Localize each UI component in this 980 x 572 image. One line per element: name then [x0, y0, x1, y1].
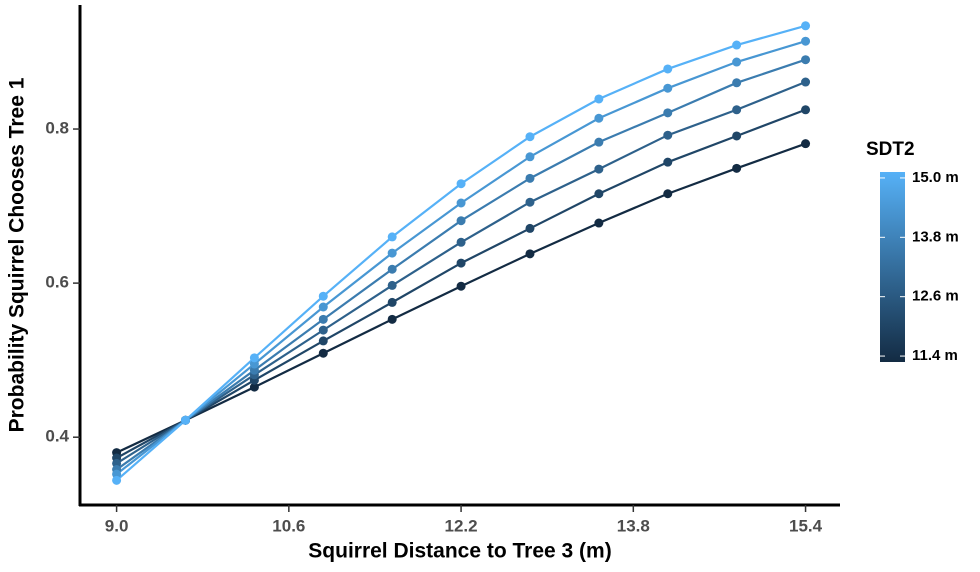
data-point	[387, 297, 397, 307]
data-point	[180, 415, 190, 425]
data-point	[387, 248, 397, 258]
data-point	[112, 458, 122, 468]
data-point	[456, 179, 466, 189]
data-point	[594, 137, 604, 147]
data-point	[456, 258, 466, 268]
series-line	[115, 24, 806, 482]
data-point	[525, 173, 535, 183]
x-tick-label: 12.2	[445, 516, 478, 535]
data-point	[594, 218, 604, 228]
data-point	[318, 336, 328, 346]
data-point	[663, 108, 673, 118]
data-point	[456, 198, 466, 208]
data-point	[732, 105, 742, 115]
data-point	[387, 264, 397, 274]
data-point	[318, 314, 328, 324]
colorbar-title: SDT2	[866, 139, 915, 160]
data-point	[594, 189, 604, 199]
data-point	[318, 348, 328, 358]
data-point	[112, 469, 122, 479]
data-point	[594, 164, 604, 174]
data-point	[732, 78, 742, 88]
data-point	[525, 152, 535, 162]
data-point	[663, 83, 673, 93]
data-point	[318, 325, 328, 335]
data-point	[732, 57, 742, 67]
data-point	[249, 365, 259, 375]
x-tick-label: 13.8	[617, 516, 650, 535]
data-point	[801, 105, 811, 115]
x-axis-title: Squirrel Distance to Tree 3 (m)	[308, 540, 611, 563]
data-point	[594, 113, 604, 123]
series-line	[116, 142, 806, 454]
data-point	[801, 21, 811, 31]
data-point	[801, 55, 811, 65]
data-point	[249, 382, 259, 392]
data-point	[525, 132, 535, 142]
colorbar	[880, 172, 905, 362]
data-point	[801, 77, 811, 87]
data-point	[801, 36, 811, 46]
data-point	[525, 197, 535, 207]
data-point	[663, 64, 673, 74]
data-point	[663, 130, 673, 140]
data-point	[112, 475, 122, 485]
data-point	[663, 157, 673, 167]
data-point	[732, 40, 742, 50]
data-point	[525, 249, 535, 259]
data-point	[249, 359, 259, 369]
series-line	[115, 40, 806, 476]
colorbar-label: 12.6 m	[912, 288, 959, 305]
data-point	[594, 94, 604, 104]
data-point	[318, 291, 328, 301]
data-point	[732, 163, 742, 173]
x-tick-label: 9.0	[105, 516, 129, 535]
series-line	[116, 81, 806, 465]
data-point	[732, 131, 742, 141]
colorbar-label: 13.8 m	[912, 228, 959, 245]
y-tick-label: 0.6	[45, 273, 69, 292]
data-point	[456, 281, 466, 291]
x-tick-label: 10.6	[272, 516, 305, 535]
data-point	[387, 314, 397, 324]
y-tick-label: 0.8	[45, 119, 69, 138]
y-tick-label: 0.4	[45, 427, 69, 446]
data-point	[318, 302, 328, 312]
data-point	[456, 237, 466, 247]
data-point	[456, 216, 466, 226]
colorbar-label: 11.4 m	[912, 347, 958, 364]
colorbar-label: 15.0 m	[912, 169, 959, 186]
data-point	[387, 232, 397, 242]
y-axis-title: Probability Squirrel Chooses Tree 1	[6, 77, 29, 432]
x-tick-label: 15.4	[789, 516, 823, 535]
data-point	[387, 280, 397, 290]
data-point	[525, 223, 535, 233]
data-point	[801, 139, 811, 149]
data-point	[249, 353, 259, 363]
data-point	[663, 189, 673, 199]
